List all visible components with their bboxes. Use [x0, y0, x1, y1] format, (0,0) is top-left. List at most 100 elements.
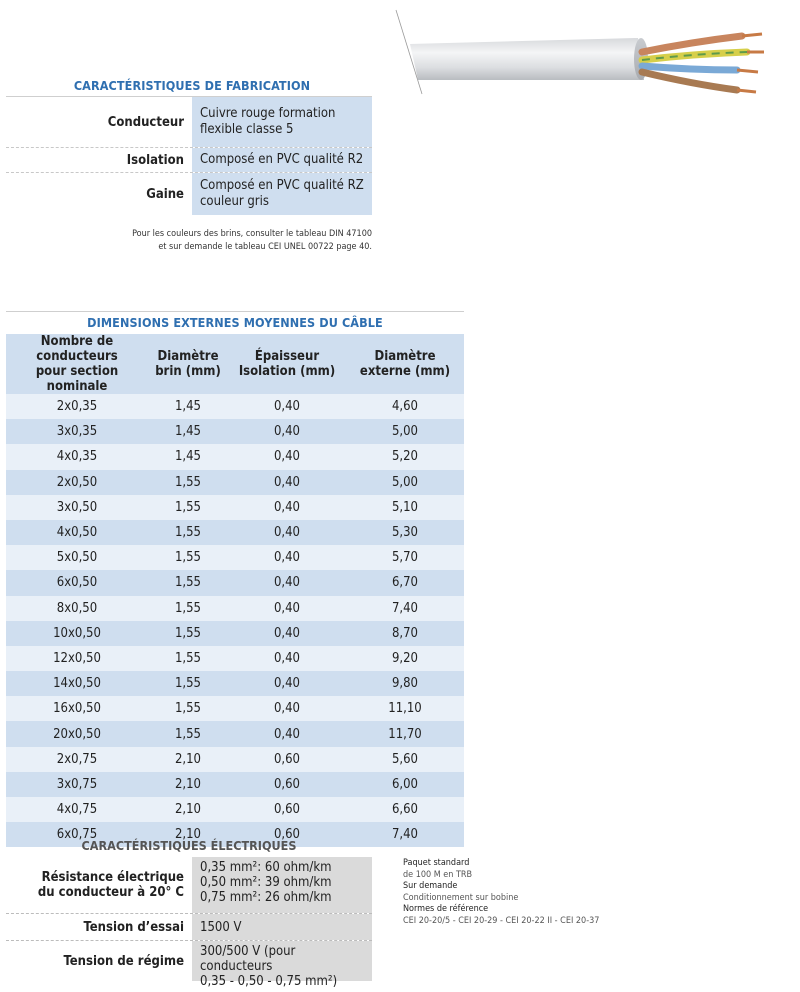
table-cell: 0,40: [228, 519, 346, 546]
table-row: 2x0,35 1,45 0,40 4,60: [6, 394, 464, 420]
table-cell: 6x0,50: [6, 570, 148, 596]
table-cell: 5x0,50: [6, 545, 148, 571]
table-row: 12x0,50 1,55 0,40 9,20: [6, 645, 464, 672]
table-cell: 11,70: [346, 721, 464, 747]
table-cell: 4x0,50: [6, 519, 148, 546]
electrical-value: 0,35 mm²: 60 ohm/km 0,50 mm²: 39 ohm/km …: [192, 857, 372, 913]
table-cell: 0,40: [228, 671, 346, 697]
table-cell: 0,40: [228, 494, 346, 520]
table-cell: 0,40: [228, 696, 346, 722]
fabrication-divider: [6, 96, 372, 97]
table-cell: 1,55: [148, 671, 228, 697]
table-row: 3x0,50 1,55 0,40 5,10: [6, 494, 464, 520]
table-cell: 1,55: [148, 494, 228, 520]
table-cell: 0,60: [228, 746, 346, 772]
table-cell: 4,60: [346, 394, 464, 420]
table-cell: 11,10: [346, 696, 464, 722]
table-cell: 10x0,50: [6, 620, 148, 646]
table-cell: 1,55: [148, 545, 228, 571]
table-cell: 6,70: [346, 570, 464, 596]
fabrication-value: Cuivre rouge formation flexible classe 5: [192, 97, 372, 147]
table-cell: 6,00: [346, 771, 464, 797]
electrical-label: Tension d’essai: [83, 919, 185, 935]
electrical-value: 300/500 V (pour conducteurs 0,35 - 0,50 …: [192, 941, 372, 989]
table-cell: 2x0,75: [6, 746, 148, 772]
table-cell: 5,60: [346, 746, 464, 772]
table-row: 16x0,50 1,55 0,40 11,10: [6, 696, 464, 722]
table-row: 4x0,50 1,55 0,40 5,30: [6, 519, 464, 546]
column-header: Diamètre externe (mm): [346, 334, 464, 394]
fabrication-label: Isolation: [126, 152, 184, 168]
info-text: de 100 M en TRB: [403, 869, 473, 880]
table-row: 8x0,50 1,55 0,40 7,40: [6, 595, 464, 621]
table-row: 4x0,35 1,45 0,40 5,20: [6, 444, 464, 470]
info-text: CEI 20-20/5 - CEI 20-29 - CEI 20-22 II -…: [403, 915, 600, 926]
table-cell: 1,55: [148, 721, 228, 747]
table-cell: 5,20: [346, 444, 464, 470]
info-text: Conditionnement sur bobine: [403, 892, 519, 903]
info-heading: Paquet standard: [403, 858, 470, 868]
table-cell: 8x0,50: [6, 595, 148, 621]
table-row: 2x0,75 2,10 0,60 5,60: [6, 746, 464, 772]
table-cell: 5,70: [346, 545, 464, 571]
table-cell: 2,10: [148, 797, 228, 823]
table-cell: 3x0,50: [6, 494, 148, 520]
table-cell: 0,60: [228, 771, 346, 797]
fabrication-note-line: Pour les couleurs des brins, consulter l…: [132, 229, 372, 239]
table-cell: 5,10: [346, 494, 464, 520]
fabrication-value: Composé en PVC qualité RZ couleur gris: [192, 173, 372, 215]
fabrication-note-line: et sur demande le tableau CEI UNEL 00722…: [158, 242, 372, 252]
table-cell: 8,70: [346, 620, 464, 646]
dimensions-header-row: Nombre de conducteurs pour section nomina…: [6, 334, 464, 394]
electrical-table: Résistance électrique du conducteur à 20°…: [6, 857, 372, 989]
fabrication-table: Conducteur Cuivre rouge formation flexib…: [6, 97, 372, 215]
table-cell: 3x0,75: [6, 771, 148, 797]
table-row: 6x0,75 2,10 0,60 7,40: [6, 822, 464, 848]
table-cell: 0,40: [228, 469, 346, 495]
fabrication-value: Composé en PVC qualité R2: [192, 148, 372, 172]
table-cell: 0,40: [228, 419, 346, 445]
table-cell: 0,40: [228, 595, 346, 621]
table-row: 20x0,50 1,55 0,40 11,70: [6, 721, 464, 747]
table-row: 3x0,35 1,45 0,40 5,00: [6, 419, 464, 445]
table-cell: 1,45: [148, 394, 228, 420]
fabrication-title: CARACTÉRISTIQUES DE FABRICATION: [73, 78, 311, 93]
table-cell: 12x0,50: [6, 645, 148, 672]
fabrication-label: Gaine: [146, 186, 184, 202]
table-cell: 4x0,75: [6, 797, 148, 823]
table-row: 2x0,50 1,55 0,40 5,00: [6, 469, 464, 495]
table-cell: 2x0,50: [6, 469, 148, 495]
dimensions-table: Nombre de conducteurs pour section nomina…: [6, 334, 464, 848]
table-cell: 1,55: [148, 696, 228, 722]
info-heading: Sur demande: [403, 881, 458, 891]
fabrication-row-isolation: Isolation Composé en PVC qualité R2: [6, 148, 372, 173]
fabrication-row-conducteur: Conducteur Cuivre rouge formation flexib…: [6, 97, 372, 148]
table-row: 4x0,75 2,10 0,60 6,60: [6, 797, 464, 823]
table-row: 5x0,50 1,55 0,40 5,70: [6, 545, 464, 571]
table-cell: 0,60: [228, 822, 346, 848]
table-cell: 2,10: [148, 746, 228, 772]
table-cell: 9,80: [346, 671, 464, 697]
dimensions-title: DIMENSIONS EXTERNES MOYENNES DU CÂBLE: [87, 315, 383, 330]
table-cell: 1,55: [148, 469, 228, 495]
table-cell: 4x0,35: [6, 444, 148, 470]
table-cell: 16x0,50: [6, 696, 148, 722]
table-cell: 0,40: [228, 620, 346, 646]
table-cell: 7,40: [346, 822, 464, 848]
table-cell: 1,45: [148, 419, 228, 445]
table-cell: 20x0,50: [6, 721, 148, 747]
table-cell: 2,10: [148, 771, 228, 797]
table-cell: 9,20: [346, 645, 464, 672]
table-cell: 6x0,75: [6, 822, 148, 848]
dimensions-divider: [6, 311, 464, 312]
column-header: Nombre de conducteurs pour section nomina…: [6, 334, 148, 394]
table-cell: 1,55: [148, 620, 228, 646]
table-cell: 5,00: [346, 469, 464, 495]
table-cell: 1,55: [148, 519, 228, 546]
column-header: Diamètre brin (mm): [148, 334, 228, 394]
table-cell: 5,30: [346, 519, 464, 546]
table-row: 14x0,50 1,55 0,40 9,80: [6, 671, 464, 697]
table-cell: 0,60: [228, 797, 346, 823]
table-cell: 0,40: [228, 394, 346, 420]
table-cell: 0,40: [228, 444, 346, 470]
